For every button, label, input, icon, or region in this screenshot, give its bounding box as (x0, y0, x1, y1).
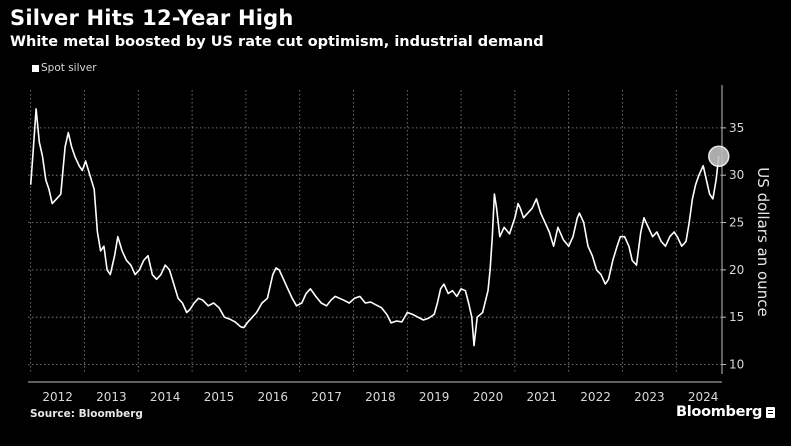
x-tick-label: 2015 (204, 390, 235, 404)
x-tick-label: 2023 (634, 390, 665, 404)
y-tick-label: 10 (729, 358, 744, 372)
latest-point-marker (708, 145, 730, 168)
x-tick-label: 2021 (527, 390, 558, 404)
brand-name: Bloomberg (676, 404, 763, 420)
x-tick-label: 2022 (580, 390, 611, 404)
axes: 10 15 20 25 30 35 2012 2013 2014 2015 2016 2017 2018… (28, 85, 744, 404)
terminal-icon (766, 406, 776, 418)
y-axis-title: US dollars an ounce (754, 167, 772, 316)
x-tick-label: 2024 (688, 390, 719, 404)
chart-legend: Spot silver (32, 62, 97, 74)
x-tick-label: 2013 (96, 390, 127, 404)
chart-title: Silver Hits 12-Year High (10, 6, 294, 30)
series-line-spot-silver (29, 108, 720, 347)
x-tick-label: 2014 (150, 390, 181, 404)
x-tick-label: 2017 (311, 390, 342, 404)
y-tick-label: 35 (729, 121, 744, 135)
source-note: Source: Bloomberg (30, 408, 143, 420)
legend-swatch (32, 64, 39, 72)
y-tick-label: 25 (729, 216, 744, 230)
y-tick-label: 20 (729, 263, 744, 277)
x-tick-label: 2020 (473, 390, 504, 404)
y-tick-label: 30 (729, 168, 744, 182)
brand-logo: Bloomberg (676, 404, 776, 420)
y-tick-label: 15 (729, 310, 744, 324)
series-layer (29, 108, 730, 347)
x-tick-label: 2012 (42, 390, 73, 404)
x-tick-label: 2019 (419, 390, 450, 404)
chart-subtitle: White metal boosted by US rate cut optim… (10, 34, 544, 50)
x-tick-label: 2018 (365, 390, 396, 404)
grid (28, 90, 722, 374)
x-tick-label: 2016 (258, 390, 289, 404)
legend-label: Spot silver (41, 62, 97, 74)
